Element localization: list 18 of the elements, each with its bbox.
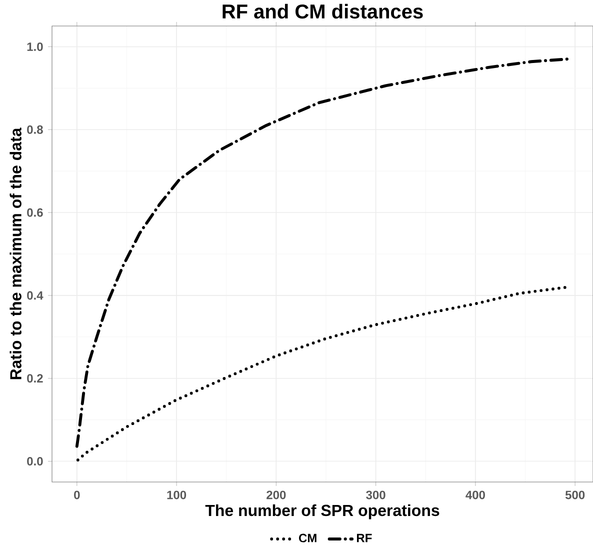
x-tick-label: 300 bbox=[366, 490, 386, 500]
y-tick-label: 0.8 bbox=[27, 125, 43, 134]
legend-label: CM bbox=[299, 534, 316, 542]
y-axis-title: Ratio to the maximum of the data bbox=[10, 128, 22, 380]
line-series bbox=[76, 286, 569, 462]
x-tick-label: 100 bbox=[167, 490, 186, 500]
legend-label: RF bbox=[356, 534, 372, 542]
y-tick-label: 0.0 bbox=[27, 457, 43, 466]
chart-title: RF and CM distances bbox=[222, 4, 423, 19]
x-tick-label: 0 bbox=[74, 490, 80, 500]
y-tick-label: 0.6 bbox=[27, 208, 43, 217]
x-axis-title: The number of SPR operations bbox=[205, 504, 440, 520]
x-tick-label: 400 bbox=[466, 490, 485, 500]
y-tick-label: 0.2 bbox=[27, 374, 43, 383]
x-tick-label: 200 bbox=[266, 490, 286, 500]
x-tick-label: 500 bbox=[565, 490, 585, 500]
y-tick-label: 1.0 bbox=[27, 42, 43, 51]
y-tick-label: 0.4 bbox=[27, 291, 44, 300]
